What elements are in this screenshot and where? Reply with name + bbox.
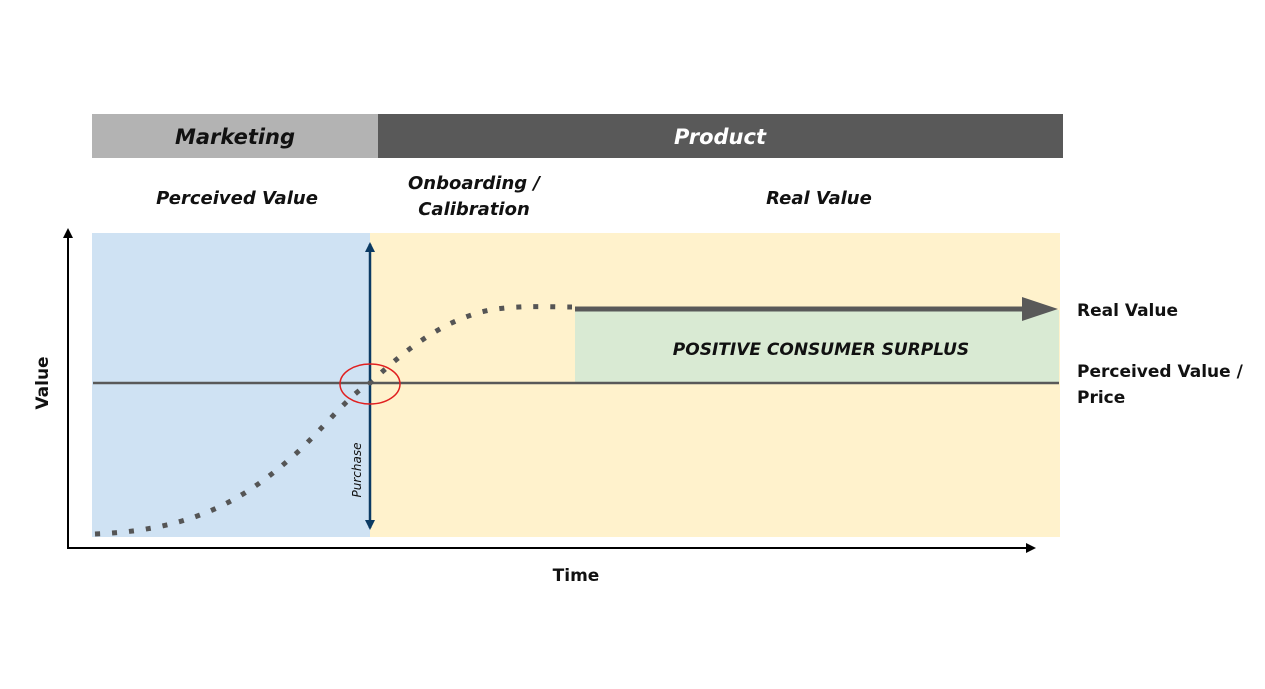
- positive-surplus-label: POSITIVE CONSUMER SURPLUS: [673, 340, 969, 360]
- y-axis-label: Value: [33, 356, 53, 409]
- product-region: [370, 233, 1060, 537]
- column-titles: Perceived Value Onboarding / Calibration…: [156, 173, 872, 220]
- onboarding-title-line1: Onboarding /: [408, 173, 541, 194]
- product-header-label: Product: [674, 125, 767, 149]
- perceived-value-title: Perceived Value: [156, 188, 318, 209]
- x-axis-label: Time: [553, 566, 600, 586]
- real-value-title: Real Value: [766, 188, 872, 209]
- perceived-value-region: [92, 233, 370, 537]
- product-header-bg: [378, 114, 1063, 158]
- positive-surplus-region: [575, 310, 1059, 383]
- header-bar: Marketing Product: [92, 114, 1063, 158]
- real-value-arrow: [575, 297, 1058, 321]
- marketing-header-label: Marketing: [175, 125, 295, 149]
- perceived-line-label-2: Price: [1077, 388, 1125, 408]
- onboarding-title-line2: Calibration: [418, 199, 530, 220]
- real-value-line-label: Real Value: [1077, 301, 1178, 321]
- purchase-label: Purchase: [350, 443, 364, 498]
- perceived-line-label-1: Perceived Value /: [1077, 362, 1244, 382]
- purchase-point-circle: [339, 363, 401, 405]
- purchase-point-dot: [367, 380, 373, 386]
- value-curve: [94, 304, 573, 537]
- marketing-header-bg: [92, 114, 378, 158]
